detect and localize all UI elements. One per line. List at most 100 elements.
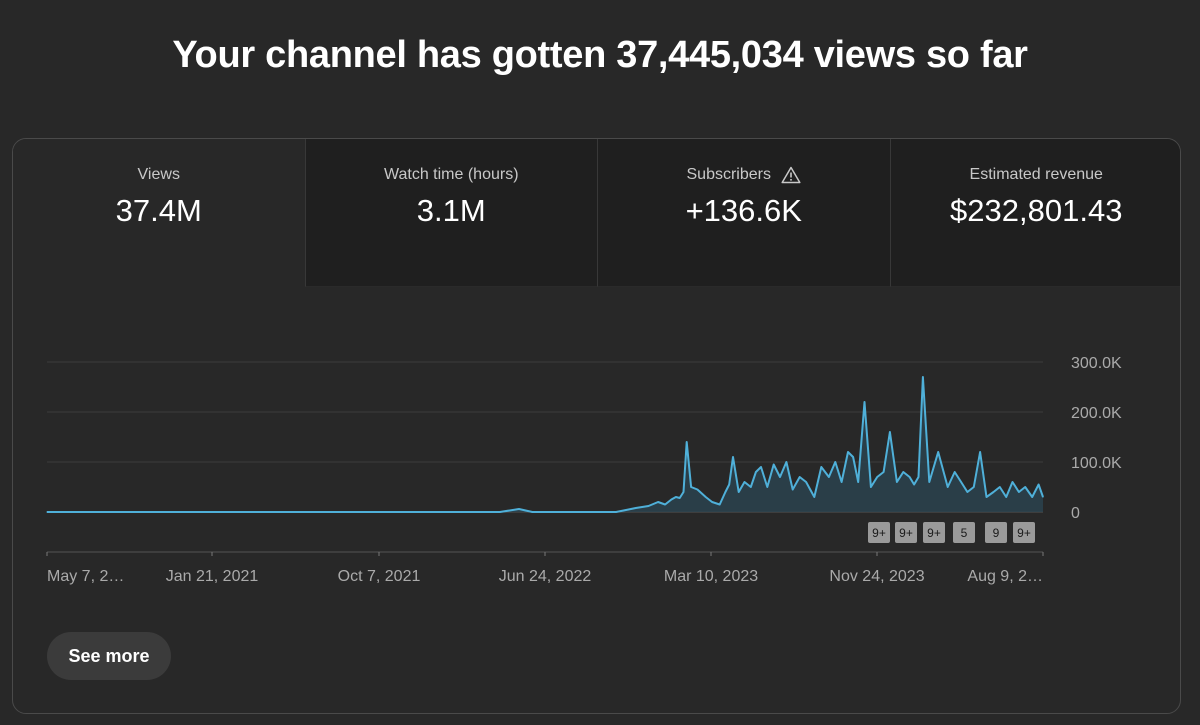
data-point bbox=[785, 461, 787, 463]
data-point bbox=[966, 491, 969, 493]
data-point bbox=[686, 441, 688, 443]
data-point bbox=[732, 456, 734, 458]
data-point bbox=[719, 503, 721, 506]
page-headline: Your channel has gotten 37,445,034 views… bbox=[172, 34, 1028, 76]
data-point bbox=[799, 476, 801, 478]
tab-estimated-revenue[interactable]: Estimated revenue $232,801.43 bbox=[889, 139, 1180, 287]
data-point bbox=[947, 486, 949, 488]
data-point bbox=[1024, 486, 1026, 488]
tab-watch-time-value: 3.1M bbox=[416, 193, 486, 228]
x-tick-label: Aug 9, 2… bbox=[967, 568, 1043, 585]
data-point bbox=[755, 471, 757, 473]
views-line-chart: 300.0K 200.0K 100.0K 0 May 7, 2… Jan 21, 2021… bbox=[46, 355, 1122, 585]
y-tick-label: 300.0K bbox=[1071, 355, 1122, 372]
data-point bbox=[647, 505, 650, 507]
data-point bbox=[773, 463, 775, 466]
warning-icon[interactable] bbox=[781, 166, 801, 184]
annotation-marker[interactable]: 9 bbox=[985, 522, 1007, 543]
data-point bbox=[564, 511, 566, 513]
data-point bbox=[670, 498, 673, 501]
data-point bbox=[679, 497, 681, 499]
data-point bbox=[1011, 481, 1014, 483]
data-point bbox=[902, 471, 904, 473]
tab-subscribers-label: Subscribers bbox=[686, 166, 771, 183]
data-point bbox=[1031, 496, 1033, 498]
views-line bbox=[47, 376, 1044, 513]
data-point bbox=[896, 481, 898, 483]
data-point bbox=[917, 476, 920, 478]
metric-tabs: Views 37.4M Watch time (hours) 3.1M Subs… bbox=[13, 139, 1180, 287]
data-point bbox=[1005, 496, 1007, 498]
data-point bbox=[664, 503, 666, 506]
annotation-marker[interactable]: 9+ bbox=[923, 522, 945, 543]
tab-watch-time-label: Watch time (hours) bbox=[383, 166, 519, 183]
data-point bbox=[813, 496, 815, 498]
data-point bbox=[738, 491, 740, 493]
data-point bbox=[1042, 496, 1044, 498]
data-point bbox=[518, 508, 520, 510]
data-point bbox=[779, 476, 781, 478]
data-point bbox=[841, 481, 843, 483]
data-point bbox=[954, 471, 956, 473]
data-point bbox=[724, 491, 726, 493]
data-point bbox=[682, 491, 685, 493]
tab-subscribers-value: +136.6K bbox=[685, 193, 802, 228]
x-tick-label: Jun 24, 2022 bbox=[499, 568, 592, 585]
tab-views-value: 37.4M bbox=[115, 193, 202, 228]
tab-views-label: Views bbox=[137, 166, 180, 183]
data-point bbox=[876, 476, 878, 478]
data-point bbox=[852, 456, 854, 458]
tab-revenue-value: $232,801.43 bbox=[950, 193, 1123, 228]
tab-subscribers[interactable]: Subscribers +136.6K bbox=[597, 139, 890, 287]
data-point bbox=[1018, 491, 1020, 493]
data-point bbox=[857, 481, 859, 483]
data-point bbox=[937, 451, 939, 453]
x-tick-label: Mar 10, 2023 bbox=[664, 568, 758, 585]
data-point bbox=[992, 491, 995, 493]
data-point bbox=[766, 486, 768, 488]
annotation-markers: 9+ 9+ 9+ 5 9 9+ bbox=[13, 287, 1180, 587]
tab-watch-time[interactable]: Watch time (hours) 3.1M bbox=[304, 139, 597, 287]
data-point bbox=[705, 496, 707, 498]
annotation-marker[interactable]: 5 bbox=[953, 522, 975, 543]
x-tick-label: Oct 7, 2021 bbox=[338, 568, 421, 585]
data-point bbox=[928, 481, 930, 483]
y-tick-label: 0 bbox=[1071, 505, 1080, 522]
data-point bbox=[760, 466, 762, 468]
data-point bbox=[805, 481, 807, 483]
data-point bbox=[696, 488, 699, 491]
data-point bbox=[985, 496, 988, 498]
views-area bbox=[47, 377, 1043, 512]
data-point bbox=[615, 511, 617, 513]
data-point bbox=[499, 511, 501, 513]
see-more-button[interactable]: See more bbox=[47, 632, 171, 680]
data-point bbox=[635, 507, 637, 509]
data-point bbox=[979, 451, 981, 453]
data-point bbox=[728, 483, 730, 486]
annotation-marker[interactable]: 9+ bbox=[1013, 522, 1035, 543]
data-point bbox=[750, 486, 752, 488]
data-point bbox=[973, 486, 975, 488]
tab-revenue-label: Estimated revenue bbox=[969, 166, 1103, 183]
tab-views[interactable]: Views 37.4M bbox=[13, 139, 305, 287]
x-tick-label: Jan 21, 2021 bbox=[166, 568, 259, 585]
data-point bbox=[820, 466, 822, 468]
data-point bbox=[690, 486, 692, 488]
x-tick-label: May 7, 2… bbox=[47, 568, 124, 585]
data-point bbox=[792, 488, 794, 491]
views-chart[interactable]: 300.0K 200.0K 100.0K 0 May 7, 2… Jan 21, 2021… bbox=[13, 287, 1180, 587]
y-tick-label: 100.0K bbox=[1071, 455, 1122, 472]
data-point bbox=[847, 451, 849, 453]
data-point bbox=[882, 471, 885, 473]
data-point bbox=[909, 476, 911, 478]
data-point bbox=[828, 476, 830, 478]
data-point bbox=[834, 461, 836, 463]
annotation-marker[interactable]: 9+ bbox=[895, 522, 917, 543]
data-point bbox=[960, 481, 962, 483]
data-point bbox=[711, 501, 713, 503]
data-point bbox=[675, 496, 677, 498]
data-point bbox=[999, 486, 1001, 488]
annotation-marker[interactable]: 9+ bbox=[868, 522, 890, 543]
analytics-card: Views 37.4M Watch time (hours) 3.1M Subs… bbox=[12, 138, 1181, 714]
data-point bbox=[913, 483, 915, 486]
